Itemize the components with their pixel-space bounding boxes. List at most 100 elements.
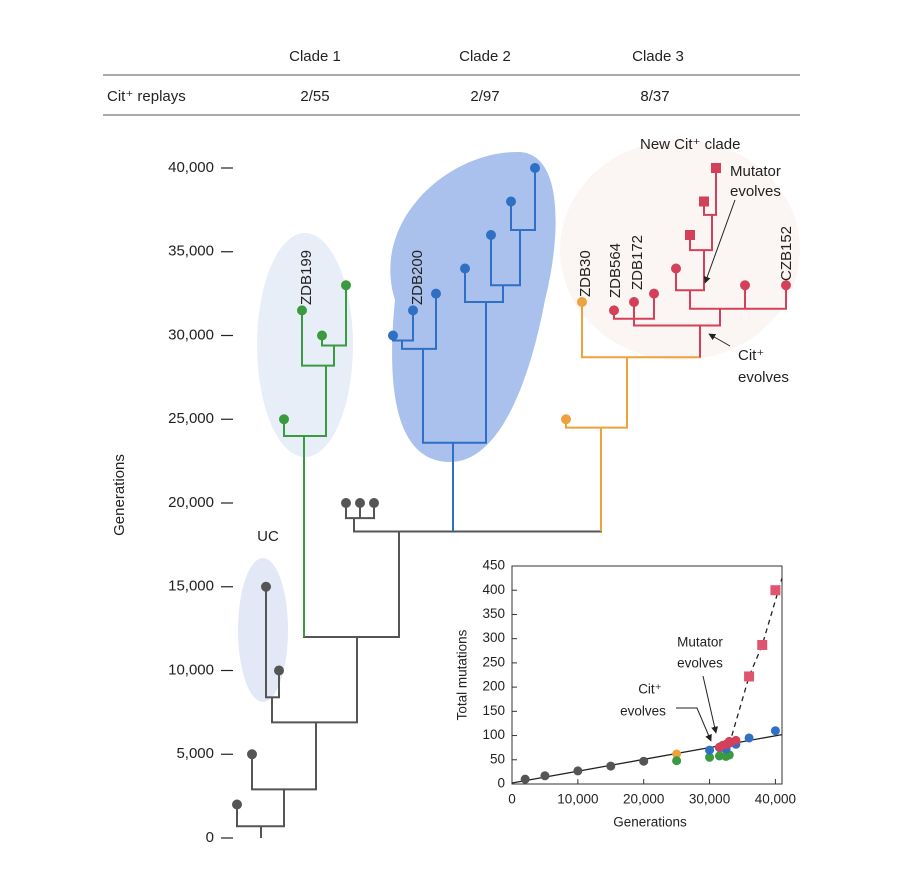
leaf: [699, 196, 709, 207]
leaf: [274, 665, 284, 676]
clade-label: CZB152: [778, 226, 795, 281]
annotation: evolves: [620, 704, 666, 719]
y-axis-label: Generations: [111, 454, 128, 536]
y-tick-label: 450: [482, 558, 505, 573]
leaf: [711, 163, 721, 173]
point: [770, 585, 781, 596]
cell: 8/37: [640, 88, 669, 105]
x-tick-label: 10,000: [557, 792, 598, 807]
annotation: Cit⁺: [638, 682, 662, 697]
y-tick-label: 100: [482, 727, 505, 742]
point: [540, 771, 550, 781]
point: [744, 671, 755, 682]
annotation: New Cit⁺ clade: [640, 136, 740, 153]
leaf: [609, 305, 619, 316]
y-tick-label: 10,000: [168, 661, 214, 678]
arrow: [708, 333, 731, 347]
clade-label: ZDB200: [409, 250, 426, 305]
branches: [236, 168, 787, 838]
y-tick-label: 200: [482, 679, 505, 694]
leaf: [247, 749, 257, 760]
leaf: [506, 196, 516, 207]
leaf: [317, 330, 327, 341]
point: [714, 751, 724, 761]
y-tick-label: 400: [482, 582, 505, 597]
point: [731, 735, 741, 745]
point: [639, 756, 649, 766]
point: [724, 736, 734, 746]
leaf: [649, 288, 659, 299]
leaf: [408, 305, 418, 316]
leaf: [388, 330, 398, 341]
leaf: [577, 297, 587, 307]
cell: 2/55: [300, 88, 329, 105]
clade-label: ZDB564: [607, 243, 624, 298]
point: [520, 774, 530, 784]
leaves: [232, 163, 791, 810]
arrow: [702, 675, 719, 734]
x-tick-label: 30,000: [689, 792, 730, 807]
clade-label: UC: [257, 528, 279, 545]
shade: [238, 558, 288, 702]
point: [606, 761, 616, 771]
clade-label: ZDB30: [577, 250, 594, 297]
leaf: [297, 305, 307, 316]
point: [672, 749, 682, 759]
leaf: [232, 799, 242, 810]
y-tick-label: 350: [482, 606, 505, 621]
leaf: [530, 163, 540, 173]
leaf: [279, 414, 289, 425]
x-tick-label: 0: [508, 792, 516, 807]
arrow: [703, 199, 736, 284]
point: [672, 756, 682, 766]
annotation: evolves: [730, 183, 781, 200]
point: [770, 726, 780, 736]
x-axis-label: Generations: [613, 815, 687, 830]
y-tick-label: 35,000: [168, 243, 214, 260]
y-tick-label: 0: [206, 829, 214, 846]
annotation: Cit⁺: [738, 347, 764, 364]
fit-line: [728, 577, 783, 745]
cell: 2/97: [470, 88, 499, 105]
point: [573, 766, 583, 776]
point: [705, 745, 715, 755]
arrow: [676, 707, 712, 742]
y-tick-label: 20,000: [168, 494, 214, 511]
point: [705, 752, 715, 762]
x-tick-label: 40,000: [755, 792, 796, 807]
y-tick-label: 300: [482, 630, 505, 645]
leaf: [431, 288, 441, 299]
y-tick-label: 0: [497, 776, 505, 791]
leaf: [355, 498, 365, 508]
y-tick-label: 250: [482, 654, 505, 669]
leaf: [341, 280, 351, 291]
y-axis-label: Total mutations: [455, 629, 470, 720]
y-tick-label: 30,000: [168, 326, 214, 343]
x-tick-label: 20,000: [623, 792, 664, 807]
header-table: Clade 1 Clade 2 Clade 3 Cit⁺ replays 2/5…: [103, 48, 800, 116]
leaf: [781, 280, 791, 291]
leaf: [486, 230, 496, 240]
leaf: [369, 498, 379, 508]
leaf: [671, 263, 681, 274]
plot-frame: [511, 565, 783, 785]
row-header: Cit⁺ replays: [107, 88, 186, 105]
y-tick-label: 15,000: [168, 578, 214, 595]
y-tick-label: 25,000: [168, 410, 214, 427]
clade-label: ZDB172: [629, 235, 646, 290]
points: [520, 585, 781, 784]
annotation: evolves: [677, 656, 723, 671]
shade: [257, 233, 353, 457]
annotation: Mutator: [730, 163, 781, 180]
leaf: [740, 280, 750, 291]
y-tick-label: 5,000: [176, 745, 214, 762]
column-header: Clade 2: [459, 48, 511, 65]
point: [744, 733, 754, 743]
tree-chart: Generations 0 5,000 10,000 15,000 20,000 25,0…: [111, 136, 795, 846]
y-tick-label: 40,000: [168, 159, 214, 176]
clade-label: ZDB199: [298, 250, 315, 305]
leaf: [460, 263, 470, 274]
shade: [560, 140, 800, 360]
